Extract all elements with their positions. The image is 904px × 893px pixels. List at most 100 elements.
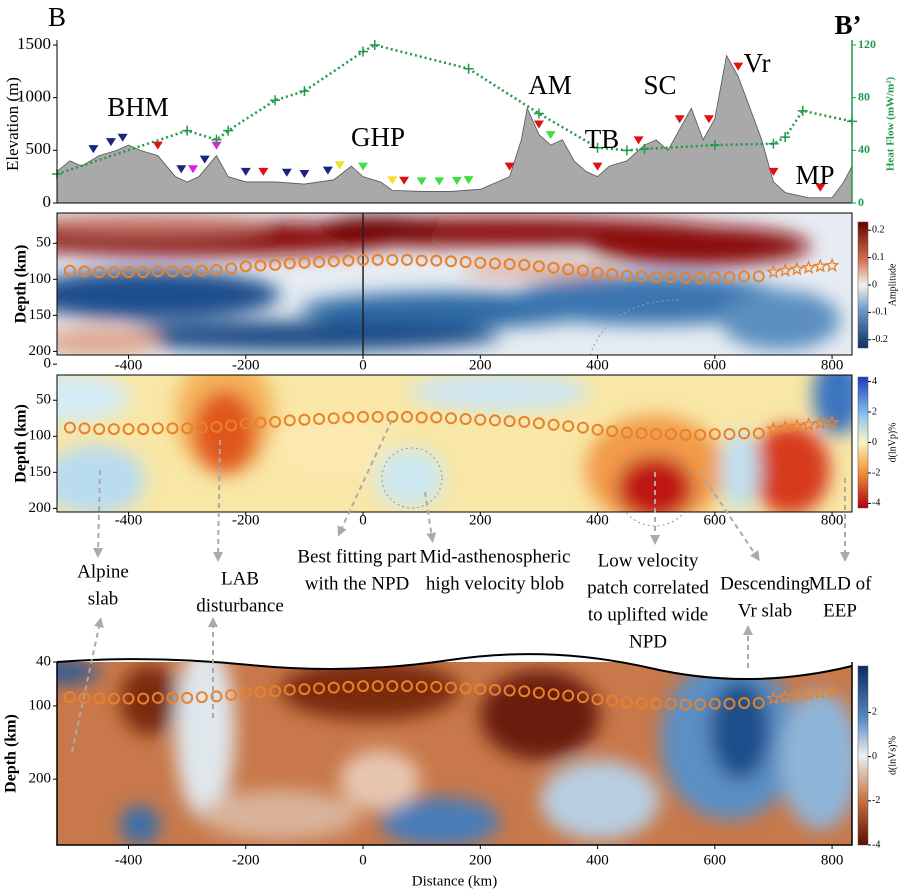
npd-circle [532,417,545,430]
star [801,686,816,701]
star [824,414,840,429]
y-tick-label: 1500 [17,34,51,53]
npd-circle [122,692,135,705]
npd-circle [562,689,575,702]
npd-circle [371,253,384,266]
x-tick-label: -200 [232,512,260,528]
npd-circle [195,264,208,277]
field-blob [375,448,445,508]
npd-circle [386,253,399,266]
heat-flow-marker [592,142,603,153]
station [258,167,269,176]
npd-circle [620,426,633,439]
npd-circle [708,428,721,441]
npd-circle [63,421,76,434]
npd-circle [591,423,604,436]
station [533,120,544,129]
heat-flow-marker [223,125,234,136]
npd-circle [254,686,267,699]
x-tick-label: 600 [704,512,727,528]
annotation: disturbance [196,595,284,616]
annotation-arrow [213,439,224,562]
npd-circle [166,422,179,435]
station [105,138,116,147]
npd-circle [708,697,721,710]
npd-circle [576,691,589,704]
x-tick-label: 800 [821,512,844,528]
annotation: patch correlated [587,577,709,598]
profile-label: MP [795,160,834,190]
profile-label: SC [643,70,676,100]
station [416,177,427,186]
npd-circle [503,415,516,428]
annotation: Alpine [77,561,129,582]
npd-circle [459,682,472,695]
x-tick-label: 200 [469,512,492,528]
npd-circle [415,254,428,267]
field-blob [57,375,130,423]
npd-circle [298,256,311,269]
y-tick-label: 200 [29,343,52,359]
npd-circle [723,271,736,284]
star [789,687,805,702]
star [812,684,828,700]
annotation: Low velocity [598,550,699,571]
star [812,258,828,273]
heat-flow-marker [463,63,474,74]
npd-circle [488,257,501,270]
star [824,257,840,272]
field-blob [710,680,770,780]
y-tick-label: 150 [29,307,52,323]
npd-circle [298,413,311,426]
npd-circle [210,420,223,433]
field-blob [280,662,460,720]
npd-circle [664,271,677,284]
npd-circle [254,416,267,429]
npd-circle [664,697,677,710]
station [322,166,333,175]
topography-line [56,653,853,681]
station [152,141,163,150]
star [777,419,793,434]
npd-circle [532,260,545,273]
y2-axis-label: Heat Flow (mW/m²) [885,77,897,172]
field-blob [320,216,440,240]
annotation-arrow [424,491,437,543]
y-tick-label: 100 [29,428,52,444]
station [768,167,779,176]
npd-circle [430,254,443,267]
npd-circle [210,263,223,276]
x-tick-label: 0 [359,357,367,373]
colorbar-tick-label: 2 [872,707,877,718]
field-blob [57,214,270,234]
npd-circle [195,691,208,704]
profile-label: AM [528,70,572,100]
field-blob [780,690,852,830]
field-blob [410,375,590,412]
station [281,168,292,177]
station [674,115,685,124]
npd-circle [342,680,355,693]
npd-circle [357,410,370,423]
npd-circle [738,427,751,440]
npd-circle [752,696,765,709]
npd-circle [93,423,106,436]
station [334,161,345,170]
panel-frame [56,662,853,846]
npd-circle [401,680,414,693]
npd-circle [386,410,399,423]
dotted-arc [589,299,681,356]
x-tick-label: 200 [469,357,492,373]
npd-circle [650,271,663,284]
npd-circle [444,255,457,268]
annotation-arrow [337,419,393,537]
y-tick-label: 150 [29,464,52,480]
field-blob [120,805,160,845]
blob-circle [381,447,443,509]
colorbar-label: d(lnVp)% [887,423,898,463]
npd-circle [122,423,135,436]
station [399,176,410,185]
npd-circle [738,696,751,709]
npd-circle [137,423,150,436]
